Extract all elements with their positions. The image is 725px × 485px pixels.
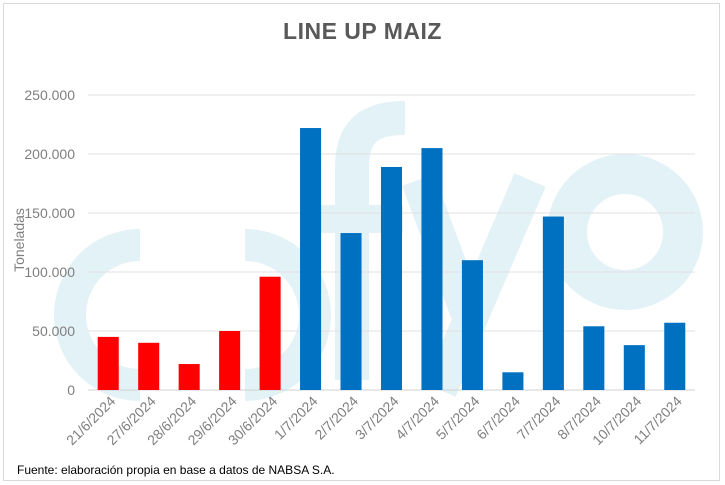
bar: [300, 128, 322, 391]
bar: [542, 216, 564, 390]
y-axis-ticks: 0 50.000 100.000 150.000 200.000 250.000: [24, 87, 75, 398]
bar: [259, 276, 281, 390]
y-tick-label: 150.000: [24, 205, 75, 221]
y-tick-label: 50.000: [32, 323, 75, 339]
y-axis-label: Toneladas: [11, 208, 27, 272]
source-note: Fuente: elaboración propia en base a dat…: [17, 463, 335, 477]
x-tick-label: 3/7/2024: [352, 393, 402, 443]
bar: [340, 233, 362, 390]
x-tick-label: 6/7/2024: [473, 393, 523, 443]
bar: [219, 331, 241, 390]
bar: [461, 260, 483, 390]
bar: [178, 364, 200, 390]
y-tick-label: 250.000: [24, 87, 75, 103]
bar: [138, 342, 160, 390]
bar: [421, 148, 443, 390]
x-tick-label: 4/7/2024: [392, 393, 442, 443]
bar: [623, 345, 645, 390]
x-tick-label: 1/7/2024: [271, 393, 321, 443]
bar: [502, 372, 524, 390]
bar: [583, 326, 605, 390]
bar: [664, 322, 686, 390]
chart-title: LINE UP MAIZ: [283, 18, 442, 44]
bar: [97, 336, 119, 390]
y-tick-label: 100.000: [24, 264, 75, 280]
x-tick-label: 7/7/2024: [514, 393, 564, 443]
bar: [380, 166, 403, 390]
x-tick-label: 2/7/2024: [311, 393, 361, 443]
y-tick-label: 200.000: [24, 146, 75, 162]
x-tick-label: 5/7/2024: [433, 393, 483, 443]
x-axis-ticks: 21/6/202427/6/202428/6/202429/6/202430/6…: [63, 393, 685, 449]
y-tick-label: 0: [67, 382, 75, 398]
bars: [97, 128, 686, 391]
